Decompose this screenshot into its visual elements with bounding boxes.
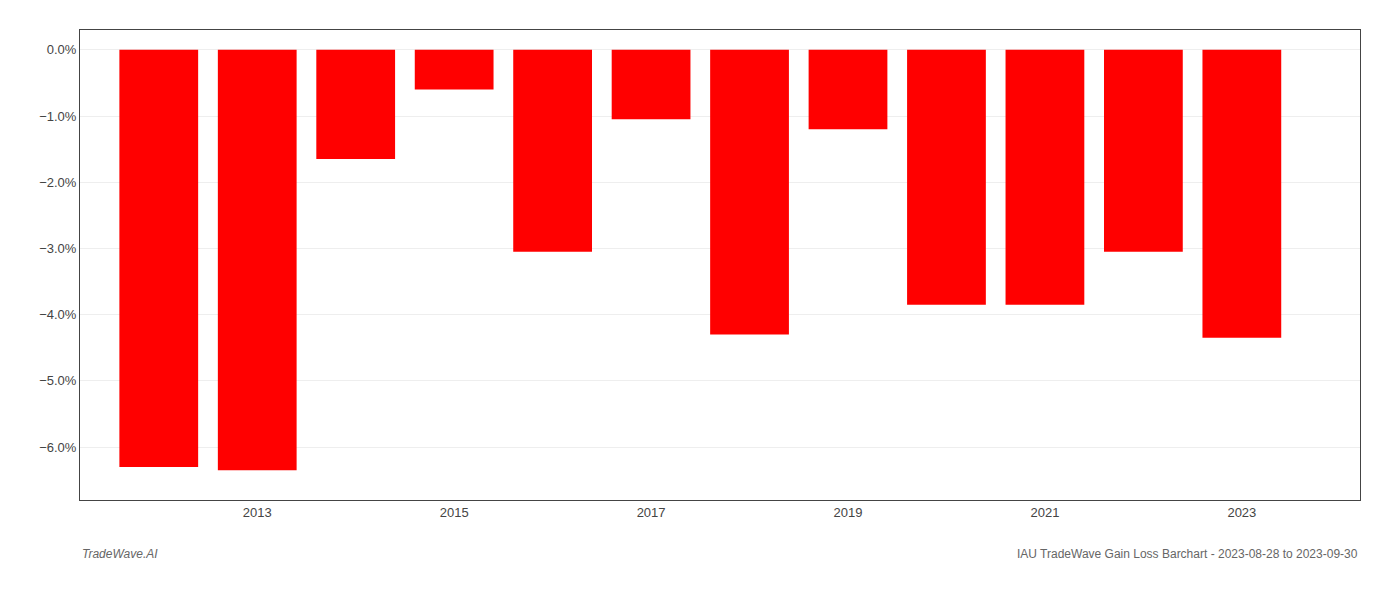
- svg-text:−2.0%: −2.0%: [39, 175, 77, 190]
- svg-text:2017: 2017: [637, 505, 666, 520]
- svg-text:IAU TradeWave Gain Loss Barcha: IAU TradeWave Gain Loss Barchart - 2023-…: [1017, 547, 1358, 561]
- svg-text:−4.0%: −4.0%: [39, 307, 77, 322]
- svg-text:2023: 2023: [1227, 505, 1256, 520]
- svg-text:2019: 2019: [834, 505, 863, 520]
- svg-text:0.0%: 0.0%: [47, 42, 77, 57]
- svg-text:2015: 2015: [440, 505, 469, 520]
- svg-text:2021: 2021: [1030, 505, 1059, 520]
- svg-text:2013: 2013: [243, 505, 272, 520]
- svg-text:−5.0%: −5.0%: [39, 373, 77, 388]
- svg-text:TradeWave.AI: TradeWave.AI: [82, 547, 158, 561]
- svg-text:−6.0%: −6.0%: [39, 440, 77, 455]
- svg-text:−3.0%: −3.0%: [39, 241, 77, 256]
- svg-text:−1.0%: −1.0%: [39, 109, 77, 124]
